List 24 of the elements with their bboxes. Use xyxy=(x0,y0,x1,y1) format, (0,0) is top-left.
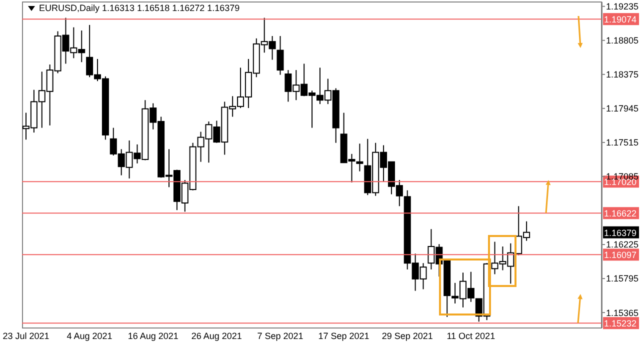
x-tick-label: 17 Sep 2021 xyxy=(318,331,370,341)
x-tick-label: 7 Sep 2021 xyxy=(257,331,304,341)
chart-title: EURUSD,Daily 1.16313 1.16518 1.16272 1.16379 xyxy=(39,3,240,13)
ref-line-label: 1.15232 xyxy=(604,318,637,329)
x-tick-label: 29 Sep 2021 xyxy=(382,331,433,341)
x-tick-label: 26 Aug 2021 xyxy=(191,331,242,341)
x-tick-label: 16 Aug 2021 xyxy=(128,331,178,341)
ref-line-label: 1.19074 xyxy=(604,14,637,25)
candlestick xyxy=(276,36,284,76)
ref-line-label: 1.16097 xyxy=(604,250,637,260)
y-tick-label: 1.15365 xyxy=(606,308,639,318)
y-tick-label: 1.19235 xyxy=(606,2,639,12)
y-tick-label: 1.18805 xyxy=(606,36,639,46)
y-tick-label: 1.17515 xyxy=(606,138,639,148)
x-tick-label: 23 Jul 2021 xyxy=(2,331,50,341)
text: 1.16379 xyxy=(604,228,637,238)
x-tick-label: 11 Oct 2021 xyxy=(446,331,496,341)
y-tick-label: 1.18375 xyxy=(606,70,639,80)
x-tick-label: 4 Aug 2021 xyxy=(66,331,112,341)
y-tick-label: 1.17945 xyxy=(606,104,639,114)
y-tick-label: 1.16225 xyxy=(606,240,639,250)
candlestick xyxy=(356,143,364,172)
ref-line-label: 1.16622 xyxy=(604,208,637,219)
y-tick-label: 1.15795 xyxy=(606,274,639,284)
